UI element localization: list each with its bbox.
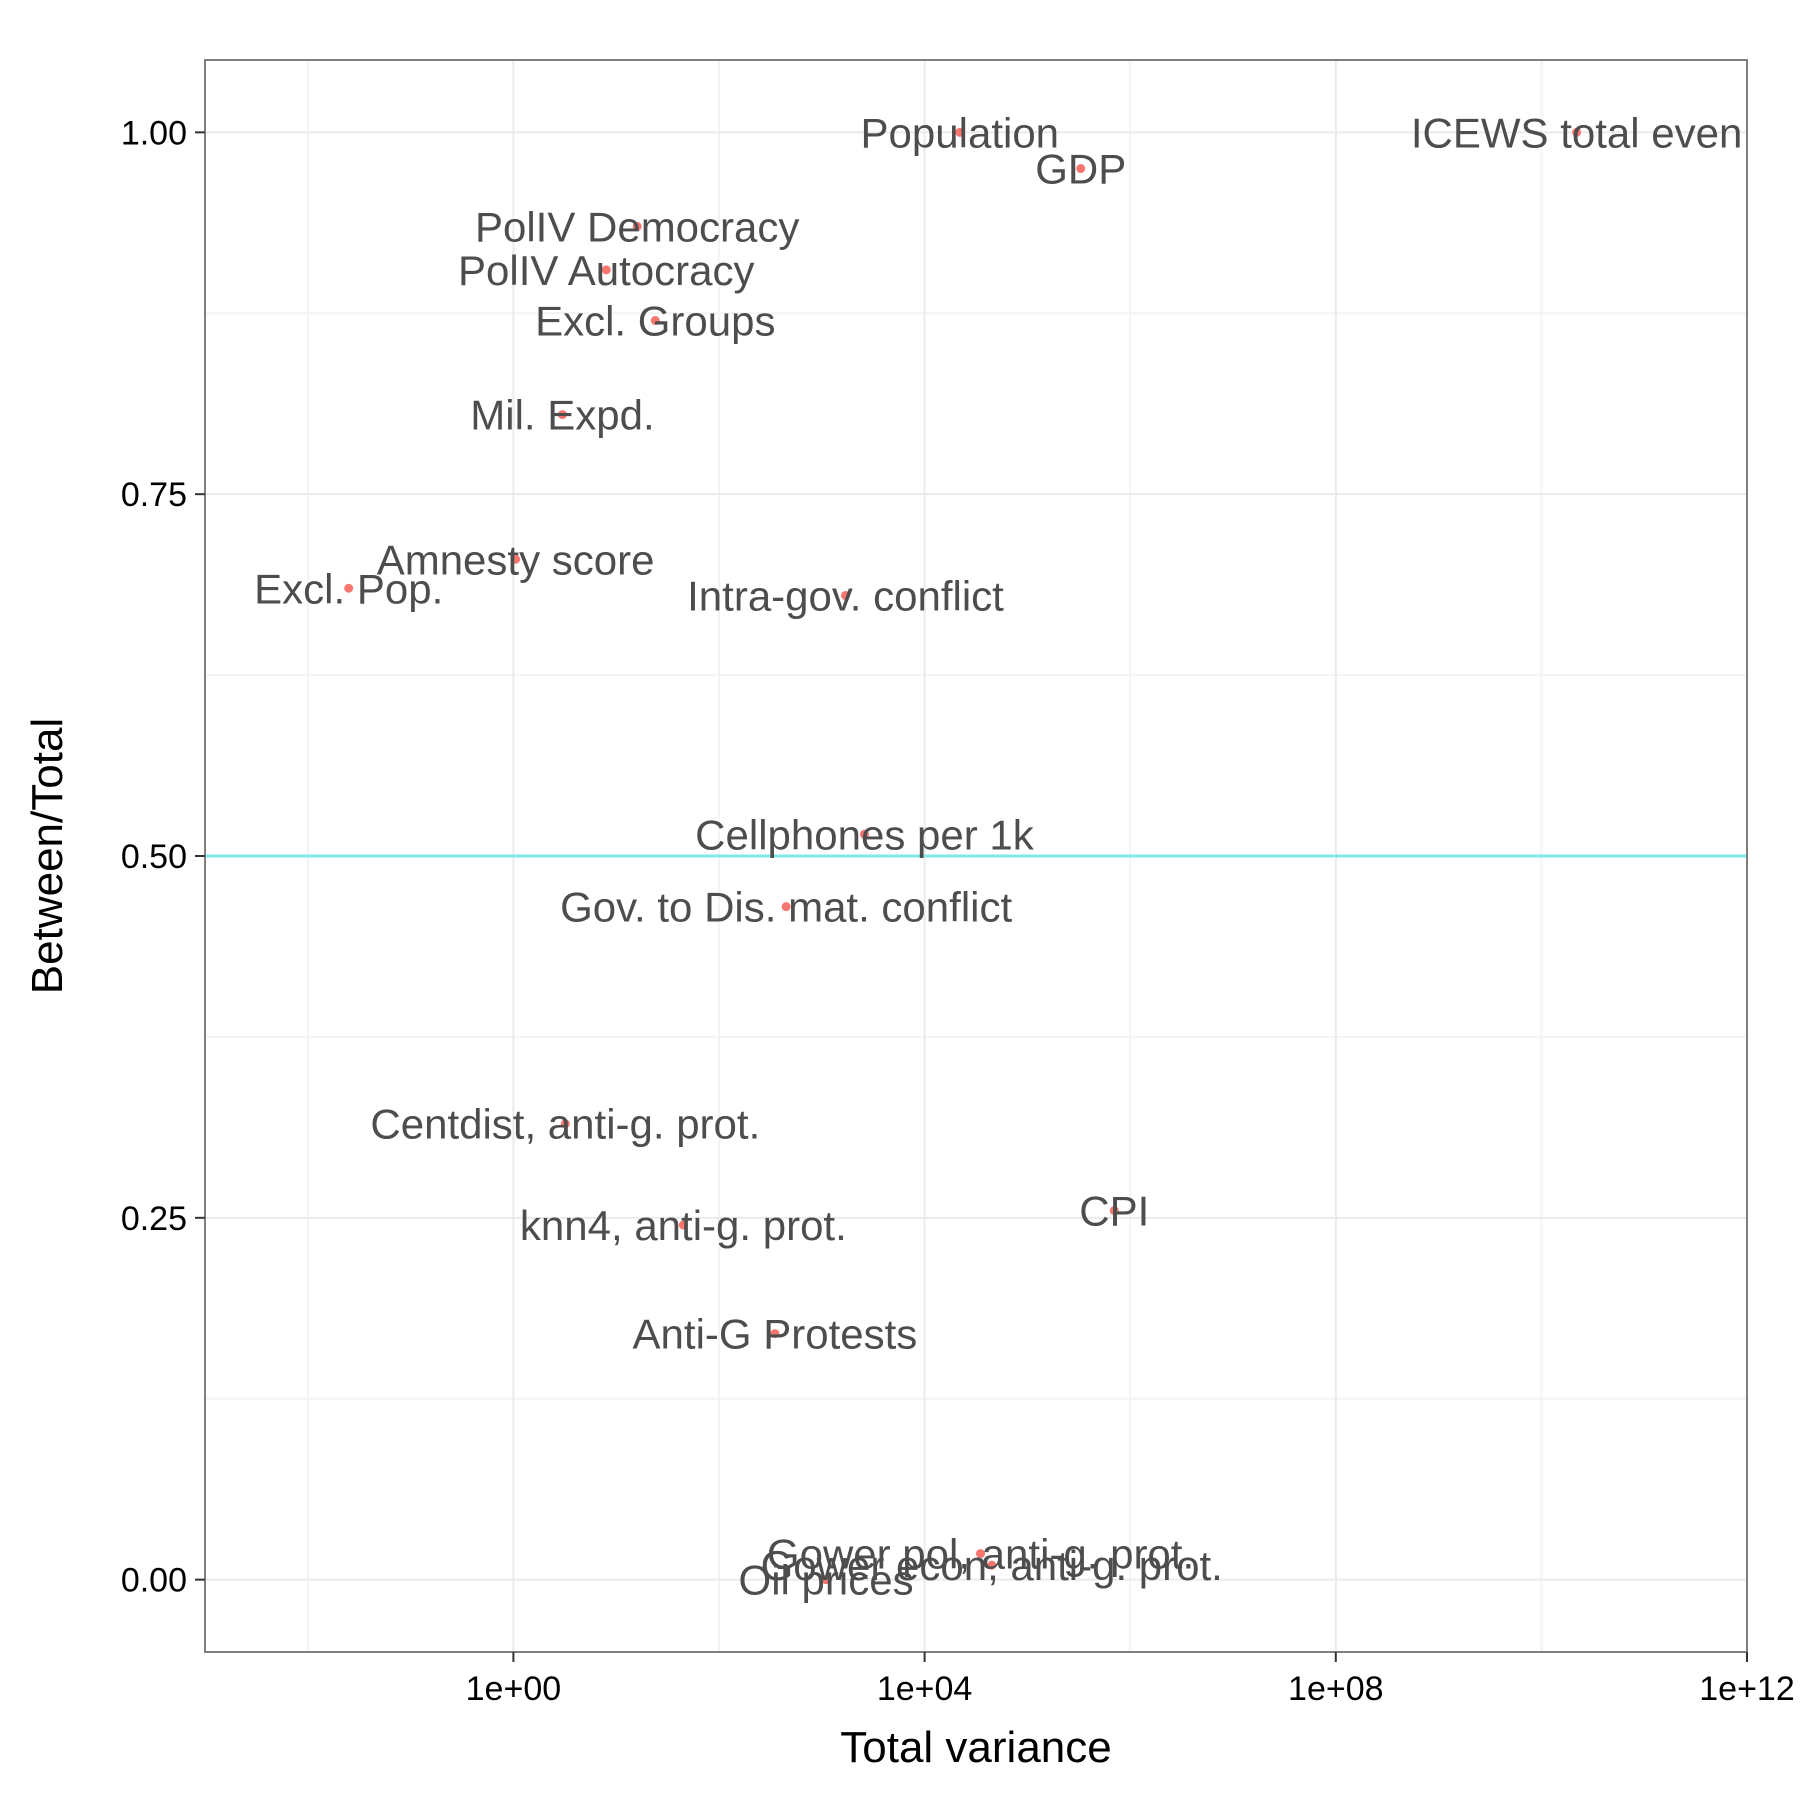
point-label: Amnesty score <box>377 536 655 583</box>
point-label: PolIV Democracy <box>475 203 799 250</box>
point-label: Gov. to Dis. mat. conflict <box>560 884 1012 931</box>
data-point <box>821 1575 831 1585</box>
y-tick-label: 0.50 <box>121 838 187 876</box>
data-point <box>632 221 642 231</box>
point-label: GDP <box>1035 146 1126 193</box>
point-label: Gower econ, anti-g. prot. <box>761 1542 1223 1589</box>
x-tick-label: 1e+08 <box>1288 1670 1384 1708</box>
y-tick-label: 0.75 <box>121 476 187 514</box>
point-label: Cellphones per 1k <box>695 811 1035 858</box>
point-label: PolIV Autocracy <box>458 247 754 294</box>
y-axis: 0.00 0.25 0.50 0.75 1.00 <box>121 114 205 1600</box>
data-point <box>1572 127 1582 137</box>
x-tick-label: 1e+04 <box>877 1670 973 1708</box>
x-tick-label: 1e+00 <box>466 1670 562 1708</box>
data-point <box>511 554 521 564</box>
y-tick-label: 1.00 <box>121 114 187 152</box>
point-label: Mil. Expd. <box>470 392 654 439</box>
x-axis-title: Total variance <box>840 1723 1111 1772</box>
data-point <box>781 902 791 912</box>
point-label: Gower pol, anti-g. prot. <box>767 1531 1194 1578</box>
point-label: Centdist, anti-g. prot. <box>370 1101 760 1148</box>
data-point <box>976 1549 986 1559</box>
data-point <box>650 316 660 326</box>
point-label: Intra-gov. conflict <box>687 572 1004 619</box>
point-label: Excl. Groups <box>535 298 775 345</box>
x-axis: 1e+00 1e+04 1e+08 1e+12 <box>466 1652 1795 1708</box>
point-label: Oil prices <box>739 1557 914 1604</box>
y-tick-label: 0.00 <box>121 1562 187 1600</box>
data-point <box>770 1329 780 1339</box>
data-point <box>557 410 567 420</box>
data-point <box>859 829 869 839</box>
data-point <box>987 1560 997 1570</box>
point-label: ICEWS total even <box>1411 109 1742 156</box>
point-label: Excl. Pop. <box>254 565 443 612</box>
data-point <box>601 265 611 275</box>
x-tick-label: 1e+12 <box>1699 1670 1795 1708</box>
data-point <box>1076 164 1086 174</box>
data-point <box>1109 1206 1119 1216</box>
data-point <box>678 1220 688 1230</box>
point-label: knn4, anti-g. prot. <box>520 1202 847 1249</box>
point-label: Population <box>861 109 1060 156</box>
data-points <box>344 127 1582 1585</box>
point-label: CPI <box>1079 1188 1149 1235</box>
y-axis-title: Between/Total <box>23 718 72 994</box>
point-label: Anti-G Protests <box>633 1311 918 1358</box>
data-point <box>344 583 354 593</box>
data-point <box>840 590 850 600</box>
data-point <box>560 1119 570 1129</box>
data-point <box>955 127 965 137</box>
y-tick-label: 0.25 <box>121 1200 187 1238</box>
